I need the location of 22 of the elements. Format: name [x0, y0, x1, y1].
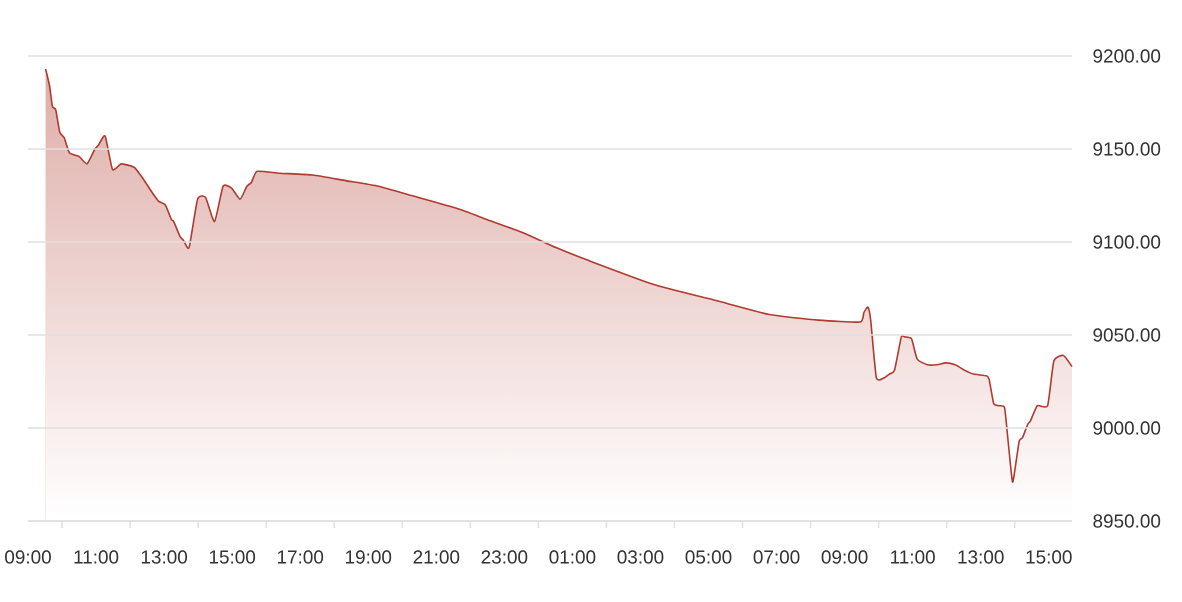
y-tick-label: 9000.00 — [1093, 421, 1161, 435]
y-tick-label: 9150.00 — [1093, 142, 1161, 156]
x-tick-label: 13:00 — [141, 550, 188, 564]
x-tick-label: 09:00 — [5, 550, 51, 564]
x-tick-label: 13:00 — [958, 550, 1004, 564]
x-tick-label: 19:00 — [346, 550, 392, 564]
y-tick-label: 8950.00 — [1093, 514, 1161, 528]
x-tick-label: 05:00 — [685, 550, 732, 564]
x-tick-label: 23:00 — [481, 550, 528, 564]
y-tick-label: 9100.00 — [1093, 235, 1161, 249]
y-tick-label: 9200.00 — [1093, 49, 1161, 63]
x-tick-label: 11:00 — [891, 550, 935, 564]
x-tick-label: 09:00 — [821, 550, 868, 564]
x-tick-label: 15:00 — [1026, 550, 1072, 564]
x-tick-label: 01:00 — [549, 550, 596, 564]
y-tick-label: 9050.00 — [1093, 328, 1161, 342]
x-tick-label: 07:00 — [753, 550, 800, 564]
x-tick-label: 03:00 — [617, 550, 664, 564]
x-tick-label: 11:00 — [74, 550, 119, 564]
x-tick-label: 17:00 — [277, 550, 324, 564]
x-tick-label: 21:00 — [413, 550, 460, 564]
x-tick-label: 15:00 — [209, 550, 256, 564]
